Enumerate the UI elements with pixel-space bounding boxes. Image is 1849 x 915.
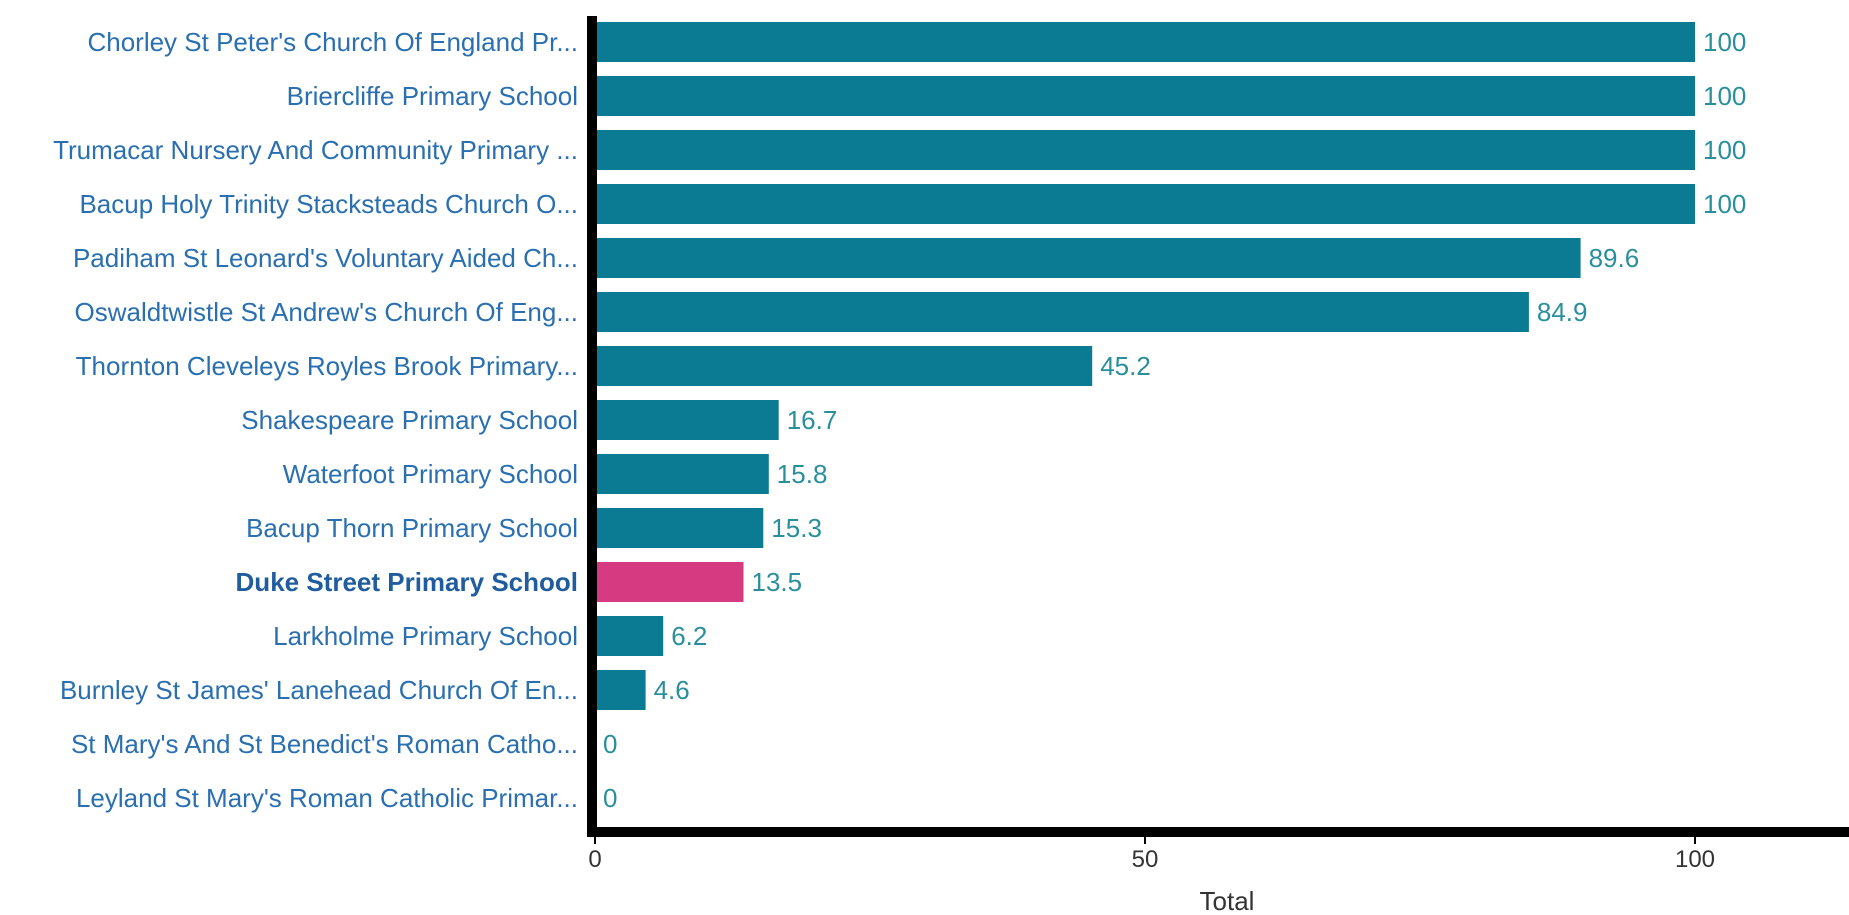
category-label: Bacup Thorn Primary School xyxy=(246,513,578,543)
category-label: Oswaldtwistle St Andrew's Church Of Eng.… xyxy=(75,297,579,327)
value-label: 100 xyxy=(1703,27,1746,57)
value-label: 16.7 xyxy=(787,405,838,435)
bar xyxy=(595,184,1695,224)
bar xyxy=(595,292,1529,332)
value-label: 15.8 xyxy=(777,459,828,489)
category-labels-group: Chorley St Peter's Church Of England Pr.… xyxy=(53,27,578,813)
value-label: 0 xyxy=(603,783,617,813)
bar xyxy=(595,238,1581,278)
value-label: 15.3 xyxy=(771,513,822,543)
value-label: 84.9 xyxy=(1537,297,1588,327)
value-labels-group: 100 100 100 100 89.684.9 45.2 16.7 15.8 15.3 13.5… xyxy=(603,27,1746,813)
bar xyxy=(595,346,1093,386)
category-label: Bacup Holy Trinity Stacksteads Church O.… xyxy=(79,189,578,219)
x-tick-label: 0 xyxy=(588,846,601,873)
bar xyxy=(595,454,769,494)
category-label: Trumacar Nursery And Community Primary .… xyxy=(53,135,578,165)
x-ticks-group: 0 50 100 xyxy=(588,837,1715,873)
category-label: Thornton Cleveleys Royles Brook Primary.… xyxy=(76,351,578,381)
x-tick-label: 100 xyxy=(1675,846,1715,873)
category-label: Chorley St Peter's Church Of England Pr.… xyxy=(87,27,578,57)
bars-group xyxy=(595,22,1695,710)
bar xyxy=(595,670,646,710)
category-label: Duke Street Primary School xyxy=(236,567,578,597)
category-label: Shakespeare Primary School xyxy=(241,405,578,435)
category-label: Briercliffe Primary School xyxy=(287,81,578,111)
bar xyxy=(595,22,1695,62)
category-label: St Mary's And St Benedict's Roman Catho.… xyxy=(71,729,578,759)
value-label: 13.5 xyxy=(752,567,803,597)
value-label: 89.6 xyxy=(1589,243,1640,273)
bar xyxy=(595,616,664,656)
value-label: 0 xyxy=(603,729,617,759)
value-label: 6.2 xyxy=(671,621,707,651)
bar xyxy=(595,508,764,548)
value-label: 100 xyxy=(1703,81,1746,111)
value-label: 4.6 xyxy=(654,675,690,705)
category-label: Burnley St James' Lanehead Church Of En.… xyxy=(60,675,578,705)
x-axis-title: Total xyxy=(1200,886,1255,915)
value-label: 100 xyxy=(1703,189,1746,219)
bar xyxy=(595,130,1695,170)
bar-highlighted xyxy=(595,562,744,602)
axes-group xyxy=(587,16,1849,837)
value-label: 45.2 xyxy=(1100,351,1151,381)
category-label: Larkholme Primary School xyxy=(273,621,578,651)
category-label: Padiham St Leonard's Voluntary Aided Ch.… xyxy=(73,243,578,273)
bar xyxy=(595,400,779,440)
value-label: 100 xyxy=(1703,135,1746,165)
bar xyxy=(595,76,1695,116)
x-tick-label: 50 xyxy=(1132,846,1159,873)
category-label: Waterfoot Primary School xyxy=(283,459,578,489)
category-label: Leyland St Mary's Roman Catholic Primar.… xyxy=(76,783,578,813)
